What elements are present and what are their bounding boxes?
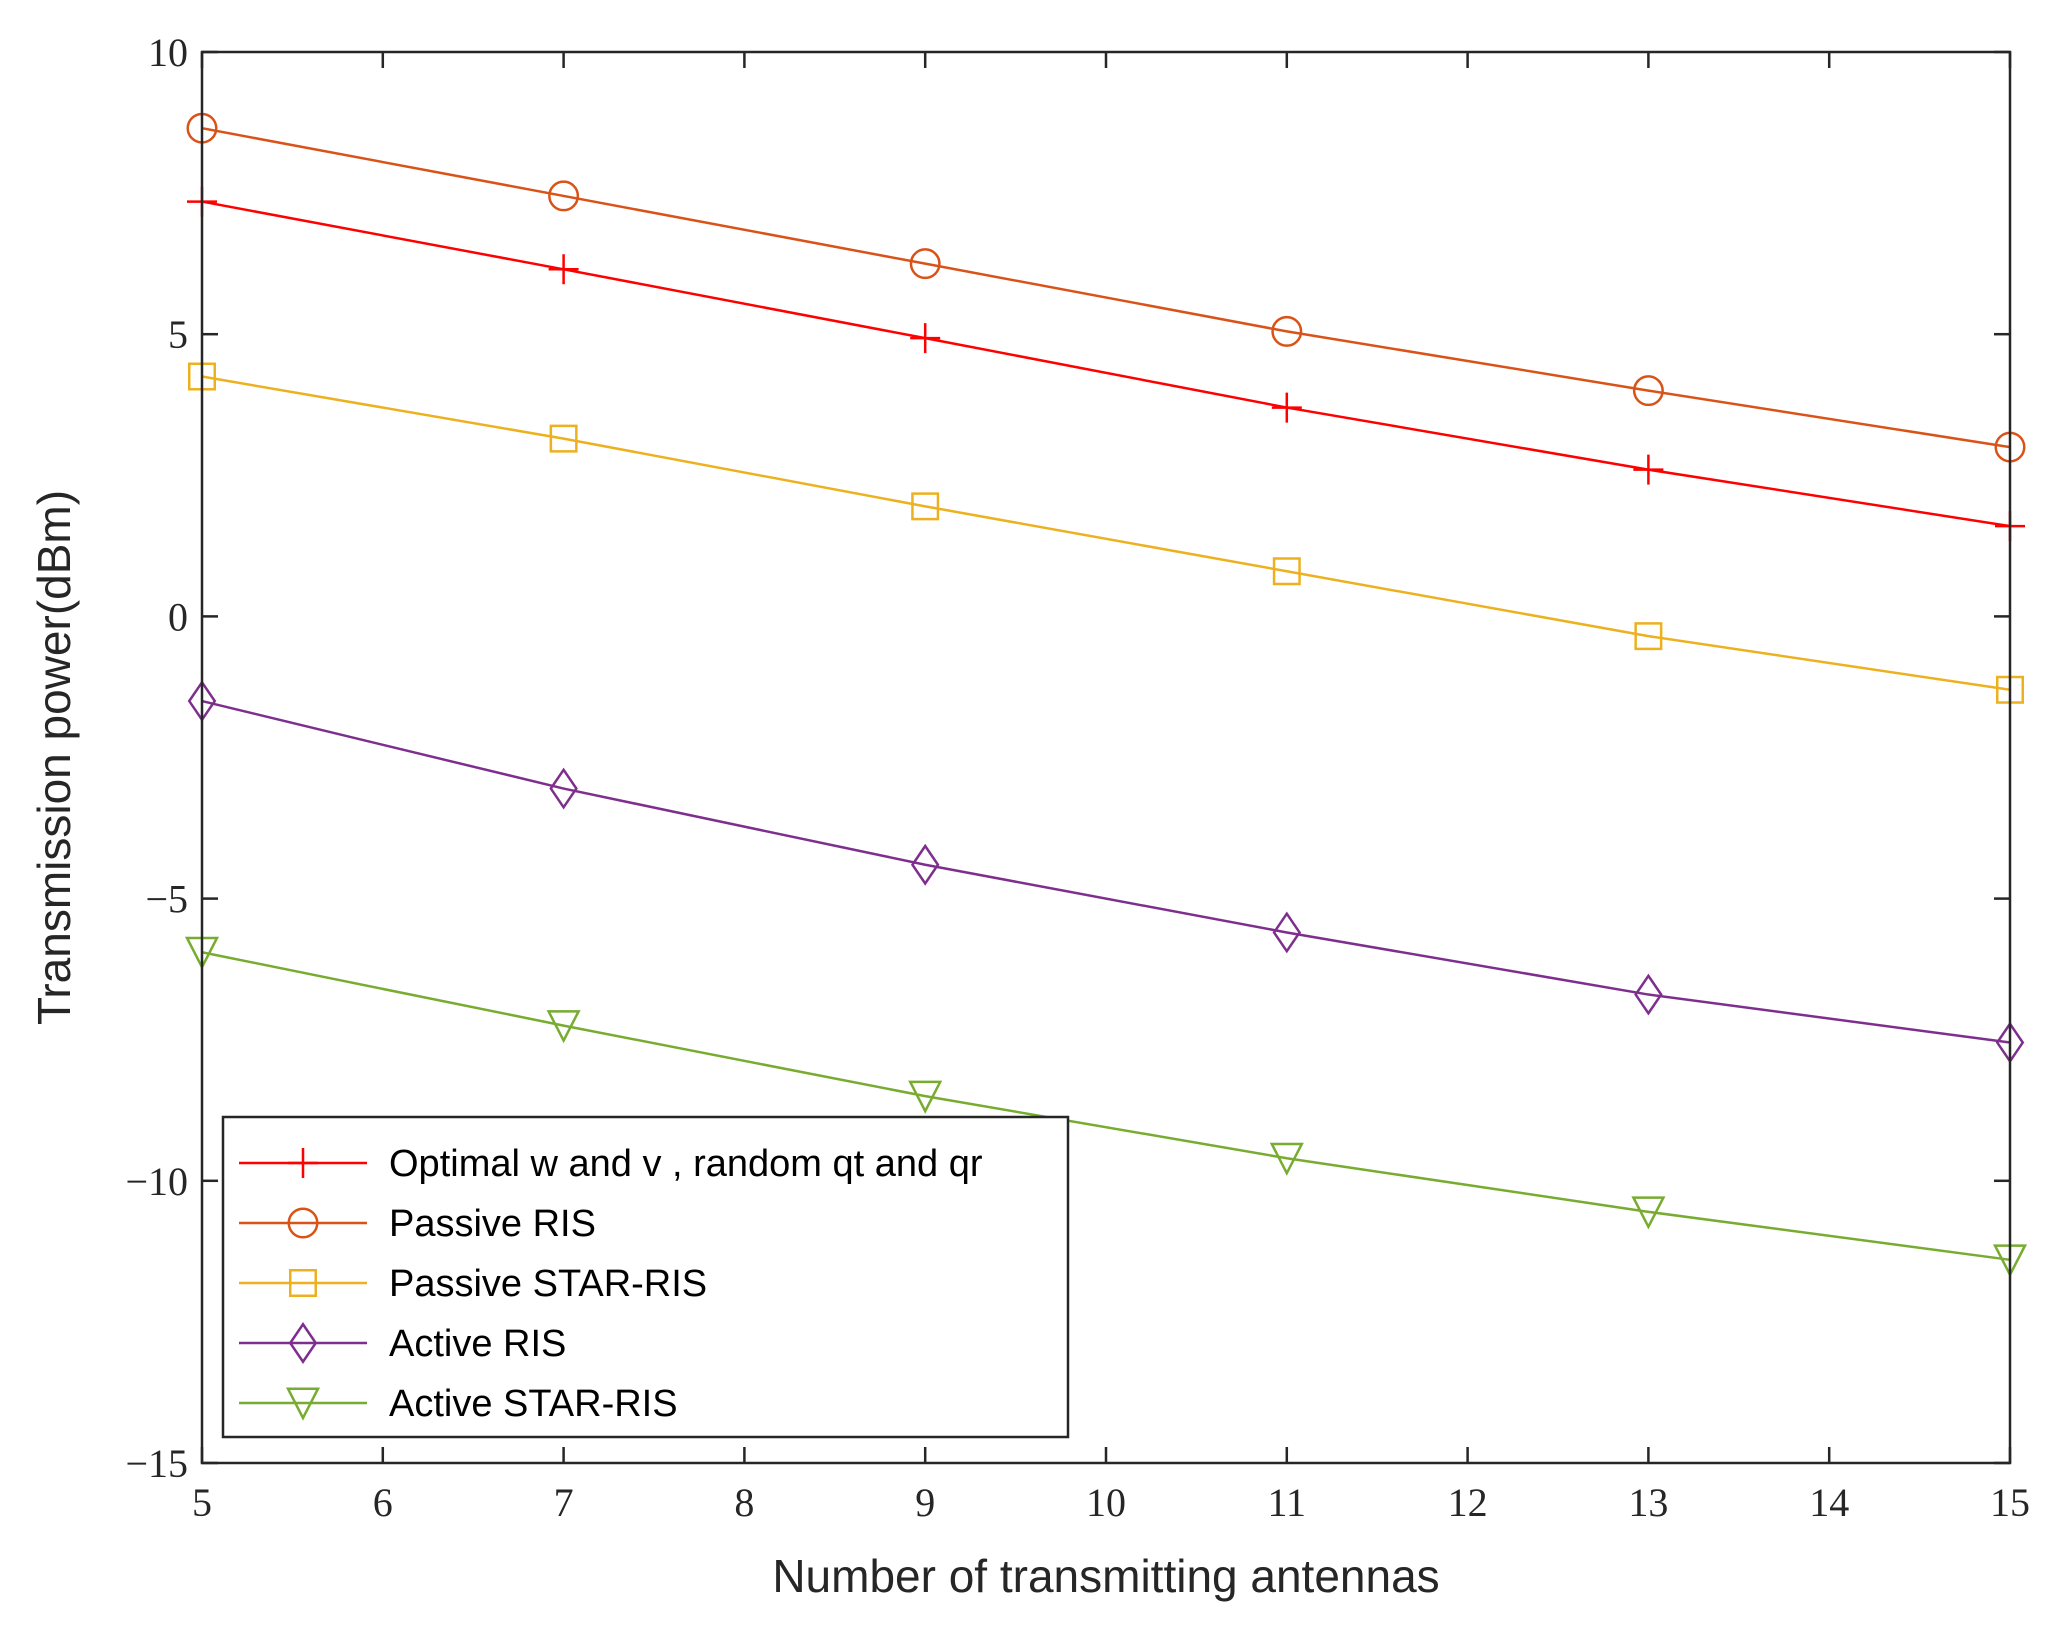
legend-label: Active STAR-RIS [389,1383,678,1425]
legend-item: Passive RIS [239,1203,596,1245]
series-1 [186,112,2026,463]
x-tick-label: 10 [1086,1480,1126,1525]
series-0 [187,186,2025,542]
marker-square [1634,622,1663,651]
marker-circle [1271,315,1303,347]
legend-item: Passive STAR-RIS [239,1263,707,1305]
marker-plus [910,323,941,354]
series-line [201,126,2011,449]
x-tick-label: 11 [1268,1480,1307,1525]
legend-label: Active RIS [389,1323,566,1365]
series-line [201,950,2011,1262]
marker-plus [1633,454,1664,485]
y-tick-label: 0 [168,594,188,639]
series-line [201,375,2011,692]
y-tick-label: −5 [145,877,188,922]
x-tick-label: 8 [734,1480,754,1525]
legend-box [221,1115,1070,1439]
y-tick-label: 10 [148,30,188,75]
y-tick-label: 5 [168,312,188,357]
series-line [201,699,2011,1044]
marker-diamond [1634,973,1663,1016]
series-line [201,200,2011,528]
legend-label: Passive RIS [389,1203,596,1245]
marker-square [1272,557,1301,586]
x-tick-label: 13 [1628,1480,1668,1525]
series-layer [184,112,2028,1278]
marker-circle [1632,375,1664,407]
x-tick-label: 7 [554,1480,574,1525]
x-tick-label: 6 [373,1480,393,1525]
marker-circle [548,180,580,212]
x-tick-label: 15 [1990,1480,2030,1525]
x-axis-label: Number of transmitting antennas [772,1550,1439,1602]
legend-label: Passive STAR-RIS [389,1263,707,1305]
x-tick-label: 12 [1448,1480,1488,1525]
marker-diamond [549,767,578,810]
y-tick-label: −10 [125,1159,188,1204]
marker-plus [1271,392,1302,423]
marker-triangle-down [1269,1142,1304,1176]
tick-labels: 5 6 7 8 9 10 11 12 13 14 15 −15 −10 −5 0 5 10 [125,30,2030,1525]
marker-plus [288,1148,318,1178]
x-tick-label: 9 [915,1480,935,1525]
marker-diamond [288,1322,318,1364]
legend-item: Optimal w and v , random qt and qr [239,1143,983,1185]
legend-item: Active STAR-RIS [239,1383,678,1425]
legend-label: Optimal w and v , random qt and qr [389,1143,983,1185]
y-axis-label: Transmission power(dBm) [28,490,80,1025]
marker-triangle-down [285,1387,321,1421]
marker-triangle-down [1631,1196,1666,1230]
marker-triangle-down [546,1010,581,1044]
marker-square [549,424,578,453]
legend-item: Active RIS [239,1322,566,1365]
marker-square [911,492,940,521]
marker-circle [909,248,941,280]
marker-diamond [910,843,940,886]
legend: Optimal w and v , random qt and qr Passiv… [221,1115,1070,1439]
plot-frame [200,50,2012,1465]
x-tick-label: 14 [1809,1480,1849,1525]
y-tick-label: −15 [125,1441,188,1486]
marker-triangle-down [908,1080,943,1114]
marker-diamond [1272,911,1302,954]
marker-circle [287,1207,319,1239]
marker-square [289,1269,317,1297]
x-tick-label: 5 [192,1480,212,1525]
marker-plus [548,254,579,285]
